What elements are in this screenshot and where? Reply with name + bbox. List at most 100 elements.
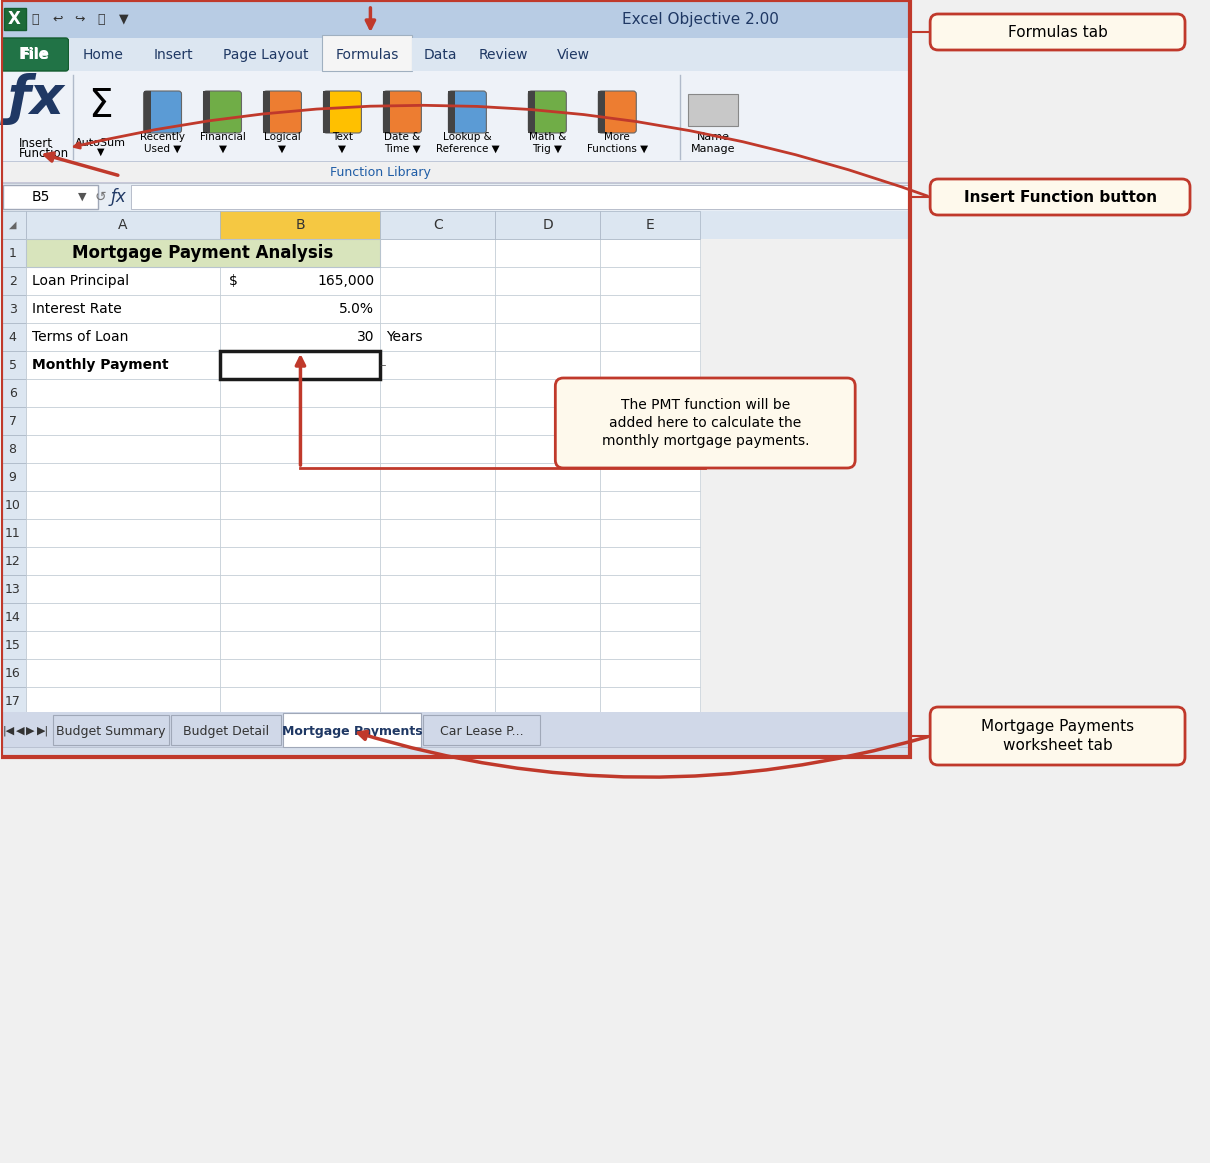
Bar: [600, 547, 701, 575]
Text: ↪: ↪: [74, 13, 85, 26]
Text: Insert: Insert: [154, 48, 194, 62]
Bar: [424, 715, 540, 745]
Bar: [495, 211, 600, 240]
Bar: [25, 463, 220, 491]
Bar: [600, 295, 701, 323]
Bar: [495, 632, 600, 659]
Bar: [144, 91, 150, 133]
Text: View: View: [557, 48, 589, 62]
Bar: [0, 659, 25, 687]
Text: ▼: ▼: [119, 13, 128, 26]
Bar: [380, 211, 495, 240]
Text: X: X: [8, 10, 21, 28]
Text: File: File: [19, 47, 50, 62]
Bar: [220, 687, 380, 715]
Text: File: File: [21, 48, 48, 62]
Bar: [0, 71, 910, 160]
Bar: [495, 323, 600, 351]
Bar: [25, 211, 220, 240]
FancyBboxPatch shape: [930, 179, 1189, 215]
Bar: [0, 295, 25, 323]
Bar: [0, 407, 25, 435]
Bar: [0, 323, 25, 351]
Bar: [380, 602, 495, 632]
Bar: [380, 491, 495, 519]
Bar: [380, 632, 495, 659]
Text: 14: 14: [5, 611, 21, 623]
Bar: [0, 351, 25, 379]
Bar: [0, 38, 910, 71]
Bar: [495, 519, 600, 547]
Bar: [220, 240, 380, 267]
Bar: [25, 240, 220, 267]
Bar: [495, 463, 600, 491]
Bar: [600, 659, 701, 687]
Text: Lookup &
Reference ▼: Lookup & Reference ▼: [436, 133, 500, 154]
Bar: [25, 659, 220, 687]
Bar: [0, 183, 910, 211]
Text: 4: 4: [8, 330, 17, 343]
Text: Years: Years: [386, 330, 424, 344]
Bar: [283, 713, 421, 747]
Bar: [203, 91, 211, 133]
Text: 6: 6: [8, 386, 17, 400]
FancyBboxPatch shape: [930, 14, 1185, 50]
Text: Budget Summary: Budget Summary: [56, 725, 166, 737]
Text: 1: 1: [8, 247, 17, 259]
Bar: [0, 267, 25, 295]
Bar: [495, 575, 600, 602]
Text: ▶|: ▶|: [36, 726, 48, 736]
Bar: [495, 295, 600, 323]
FancyBboxPatch shape: [598, 91, 636, 133]
FancyBboxPatch shape: [930, 707, 1185, 765]
Text: Text
▼: Text ▼: [332, 133, 353, 154]
Bar: [538, 38, 609, 71]
Bar: [380, 240, 495, 267]
Text: Formulas tab: Formulas tab: [1008, 24, 1107, 40]
FancyBboxPatch shape: [0, 38, 69, 71]
Bar: [380, 379, 495, 407]
Text: B5: B5: [31, 190, 50, 204]
Text: More
Functions ▼: More Functions ▼: [587, 133, 647, 154]
Bar: [0, 0, 910, 747]
Bar: [495, 687, 600, 715]
Bar: [25, 491, 220, 519]
Bar: [0, 211, 910, 240]
Bar: [25, 602, 220, 632]
Text: Budget Detail: Budget Detail: [183, 725, 269, 737]
Bar: [0, 240, 25, 267]
Text: Interest Rate: Interest Rate: [31, 302, 121, 316]
Bar: [529, 91, 535, 133]
Text: Logical
▼: Logical ▼: [264, 133, 301, 154]
Bar: [25, 323, 220, 351]
Bar: [495, 435, 600, 463]
Bar: [600, 267, 701, 295]
Text: 8: 8: [8, 442, 17, 456]
Text: AutoSum: AutoSum: [75, 138, 126, 148]
Bar: [495, 407, 600, 435]
Bar: [600, 575, 701, 602]
Bar: [380, 547, 495, 575]
Text: 30: 30: [357, 330, 374, 344]
Text: ƒx: ƒx: [8, 73, 65, 124]
Bar: [323, 91, 330, 133]
Bar: [25, 379, 220, 407]
Bar: [0, 0, 910, 38]
Bar: [495, 240, 600, 267]
Text: ▼: ▼: [97, 147, 104, 157]
Bar: [220, 211, 380, 240]
Bar: [600, 379, 701, 407]
Bar: [0, 0, 910, 757]
Text: B: B: [295, 217, 305, 231]
Bar: [600, 351, 701, 379]
Bar: [220, 659, 380, 687]
FancyBboxPatch shape: [264, 91, 301, 133]
Bar: [380, 575, 495, 602]
Text: 165,000: 165,000: [317, 274, 374, 288]
Bar: [220, 491, 380, 519]
Text: C: C: [433, 217, 443, 231]
Bar: [449, 91, 455, 133]
Text: Mortgage Payments
worksheet tab: Mortgage Payments worksheet tab: [981, 719, 1134, 754]
Bar: [0, 211, 25, 240]
Bar: [0, 519, 25, 547]
